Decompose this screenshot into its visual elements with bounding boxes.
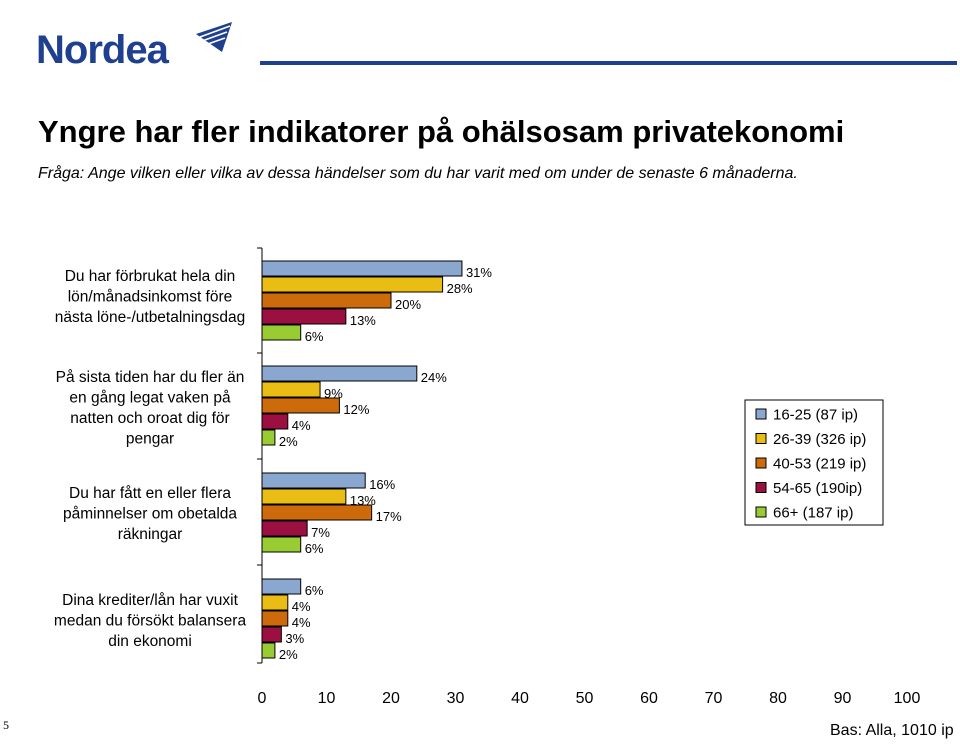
data-label: 16% <box>369 477 395 492</box>
bar <box>261 413 289 430</box>
legend-label: 40-53 (219 ip) <box>773 456 866 473</box>
header-rule <box>260 61 957 65</box>
category-label: Du har förbrukat hela din <box>65 268 236 285</box>
data-label: 13% <box>350 313 376 328</box>
data-label: 17% <box>376 509 402 524</box>
page-title: Yngre har fler indikatorer på ohälsosam … <box>38 114 845 149</box>
bar <box>261 381 321 398</box>
category-label: Dina krediter/lån har vuxit <box>62 592 238 609</box>
x-tick-label: 50 <box>576 690 594 707</box>
data-label: 2% <box>279 647 298 662</box>
legend-box <box>744 399 884 526</box>
data-label: 4% <box>292 615 311 630</box>
data-label: 31% <box>466 265 492 280</box>
bar <box>261 397 340 414</box>
data-label: 6% <box>305 583 324 598</box>
bar <box>261 429 276 446</box>
bar <box>261 365 418 382</box>
legend-label: 66+ (187 ip) <box>773 505 853 522</box>
x-tick-label: 20 <box>382 690 400 707</box>
x-tick-label: 100 <box>894 690 921 707</box>
base-note: Bas: Alla, 1010 ip <box>830 722 954 739</box>
legend-swatch <box>755 482 767 493</box>
category-label: nästa löne-/utbetalningsdag <box>55 309 245 326</box>
x-tick-label: 90 <box>834 690 852 707</box>
category-label: påminnelser om obetalda <box>63 506 237 523</box>
legend-swatch <box>755 433 767 444</box>
category-label: medan du försökt balansera <box>54 613 247 630</box>
data-label: 4% <box>292 418 311 433</box>
bar <box>261 472 366 489</box>
page-number: 5 <box>3 718 9 732</box>
bar <box>261 324 302 341</box>
data-label: 24% <box>421 370 447 385</box>
legend-swatch <box>755 457 767 469</box>
data-label: 7% <box>311 525 330 540</box>
data-label: 13% <box>350 493 376 508</box>
x-tick-label: 0 <box>258 690 267 707</box>
data-label: 20% <box>395 297 421 312</box>
bar <box>261 520 308 537</box>
bar <box>261 536 302 553</box>
data-label: 6% <box>305 541 324 556</box>
category-label: lön/månadsinkomst före <box>68 289 233 306</box>
x-tick-label: 80 <box>769 690 787 707</box>
legend-label: 16-25 (87 ip) <box>773 407 858 424</box>
sail-icon <box>196 22 232 52</box>
category-label: din ekonomi <box>108 633 192 650</box>
x-tick-label: 70 <box>705 690 723 707</box>
category-label: natten och oroat dig för <box>70 410 229 427</box>
x-tick-label: 30 <box>447 690 465 707</box>
bar <box>261 594 289 611</box>
bar <box>261 260 463 277</box>
data-label: 12% <box>343 402 369 417</box>
bar <box>261 610 289 627</box>
bar <box>261 504 373 521</box>
data-label: 4% <box>292 599 311 614</box>
category-label: en gång legat vaken på <box>69 390 231 407</box>
x-tick-label: 10 <box>318 690 336 707</box>
logo-wordmark: Nordea <box>36 28 170 70</box>
legend-swatch <box>755 408 767 420</box>
legend-swatch <box>755 506 767 518</box>
x-tick-label: 60 <box>640 690 658 707</box>
bar <box>261 292 392 309</box>
bar <box>261 578 302 595</box>
survey-question: Fråga: Ange vilken eller vilka av dessa … <box>38 165 798 182</box>
data-label: 28% <box>447 281 473 296</box>
category-label: Du har fått en eller flera <box>69 485 231 502</box>
bar <box>261 276 444 293</box>
legend-label: 26-39 (326 ip) <box>773 431 866 448</box>
data-label: 2% <box>279 434 298 449</box>
bar <box>261 308 347 325</box>
bar <box>261 642 276 659</box>
category-label: På sista tiden har du fler än <box>56 369 245 386</box>
data-label: 6% <box>305 329 324 344</box>
x-tick-label: 40 <box>511 690 529 707</box>
nordea-logo: Nordea <box>36 22 232 70</box>
bar <box>261 626 282 643</box>
legend-label: 54-65 (190ip) <box>773 480 862 497</box>
bar <box>261 488 347 505</box>
category-label: pengar <box>126 431 174 448</box>
category-label: räkningar <box>118 526 183 543</box>
data-label: 3% <box>285 631 304 646</box>
data-label: 9% <box>324 386 343 401</box>
